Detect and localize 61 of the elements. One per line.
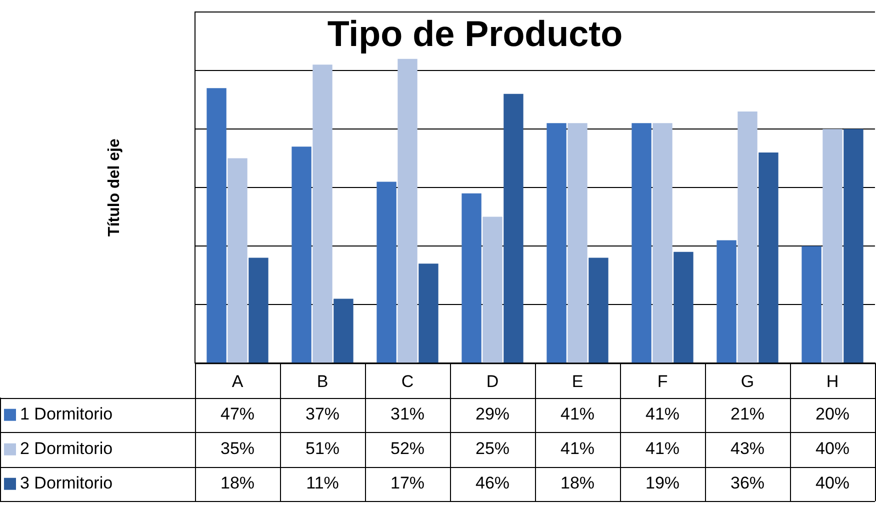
x-tick-label: H — [826, 372, 839, 391]
bar — [462, 193, 482, 363]
data-label: 11% — [306, 474, 339, 493]
data-label: 41% — [560, 439, 595, 458]
chart-title: Tipo de Producto — [327, 12, 623, 54]
data-label: 40% — [815, 439, 850, 458]
bar — [418, 264, 438, 363]
bar — [334, 298, 354, 363]
legend-label: 3 Dormitorio — [20, 474, 113, 493]
data-label: 41% — [645, 404, 680, 424]
data-label: 18% — [560, 474, 595, 493]
data-label: 46% — [475, 474, 510, 493]
x-tick-label: D — [486, 372, 499, 391]
x-tick-label: G — [740, 372, 754, 391]
data-label: 51% — [305, 439, 340, 458]
data-label: 37% — [305, 404, 340, 424]
bar — [504, 94, 524, 363]
bar — [716, 240, 736, 363]
bar — [248, 258, 268, 363]
bar — [312, 64, 332, 363]
data-label: 18% — [220, 474, 255, 493]
bar — [802, 246, 822, 363]
data-label: 19% — [645, 474, 680, 493]
data-label: 43% — [730, 439, 765, 458]
bar — [822, 129, 842, 363]
bar — [738, 111, 758, 363]
data-label: 25% — [475, 439, 510, 458]
data-label: 31% — [390, 404, 425, 424]
bar — [588, 258, 608, 363]
bar — [398, 58, 418, 363]
data-label: 21% — [730, 404, 765, 424]
data-label: 41% — [645, 439, 680, 458]
bar — [568, 123, 588, 363]
data-label: 40% — [815, 474, 850, 493]
bar — [228, 158, 248, 363]
bar — [632, 123, 652, 363]
bar — [844, 129, 864, 363]
y-axis-title: Título del eje — [106, 138, 124, 236]
bar — [292, 146, 312, 363]
bar — [758, 152, 778, 363]
x-tick-label: F — [657, 372, 668, 391]
bar — [482, 216, 502, 363]
bar — [206, 88, 226, 363]
bar — [674, 252, 694, 363]
x-tick-label: C — [401, 372, 414, 391]
bar — [546, 123, 566, 363]
data-label: 41% — [560, 404, 595, 424]
legend-label: 1 Dormitorio — [20, 404, 113, 424]
legend-label: 2 Dormitorio — [20, 439, 113, 458]
x-tick-label: E — [572, 372, 584, 391]
x-tick-label: A — [232, 372, 244, 391]
data-label: 47% — [220, 404, 255, 424]
bar — [652, 123, 672, 363]
data-label: 20% — [815, 404, 850, 424]
data-label: 36% — [730, 474, 765, 493]
data-label: 52% — [390, 439, 425, 458]
data-label: 17% — [390, 474, 425, 493]
data-label: 29% — [475, 404, 510, 424]
x-tick-label: B — [316, 372, 328, 391]
bar — [376, 182, 396, 363]
data-label: 35% — [220, 439, 255, 458]
